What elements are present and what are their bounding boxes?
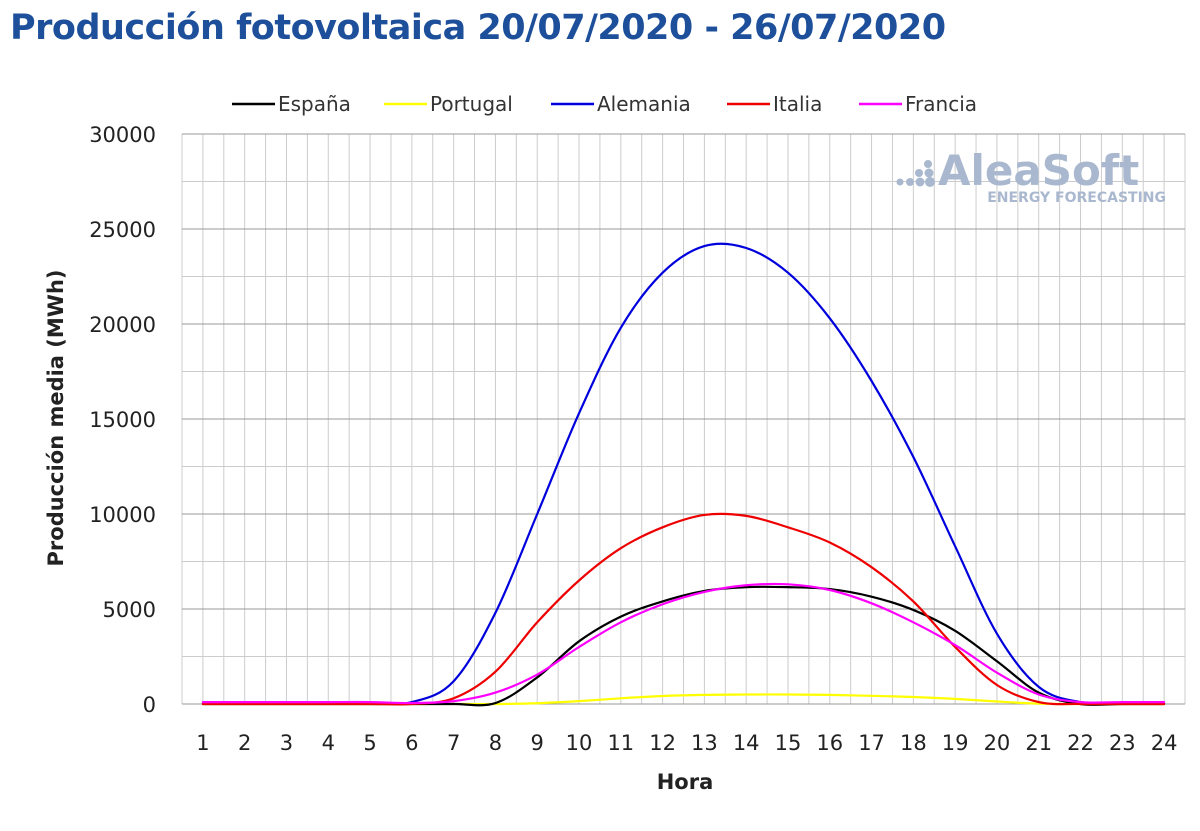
y-tick-label: 20000: [89, 313, 156, 337]
x-tick-label: 13: [691, 731, 718, 755]
y-tick-label: 15000: [89, 408, 156, 432]
x-tick-label: 16: [816, 731, 843, 755]
x-tick-label: 4: [322, 731, 335, 755]
legend-label-portugal: Portugal: [430, 92, 513, 116]
x-tick-label: 8: [489, 731, 502, 755]
watermark-brand: AleaSoft: [938, 146, 1139, 195]
series-line-francia: [201, 582, 1166, 705]
x-tick-label: 21: [1025, 731, 1052, 755]
y-tick-label: 25000: [89, 218, 156, 242]
y-axis-ticks: 0 5000 10000 15000 20000 25000 30000: [89, 123, 156, 717]
series-lines: [201, 242, 1166, 707]
aleasoft-logo-dots-icon: [896, 160, 935, 187]
x-tick-label: 11: [607, 731, 634, 755]
x-axis-title: Hora: [657, 770, 714, 794]
x-tick-label: 5: [363, 731, 376, 755]
x-tick-label: 2: [238, 731, 251, 755]
x-tick-label: 18: [900, 731, 927, 755]
x-tick-label: 12: [649, 731, 676, 755]
x-axis-ticks: 1 2 3 4 5 6 7 8 9 10 11 12 13 14 15 16 17 18 19 20 21 22 23 24: [196, 731, 1177, 755]
aleasoft-watermark: AleaSoft ENERGY FORECASTING: [896, 146, 1166, 206]
x-tick-label: 23: [1109, 731, 1136, 755]
legend-label-espana: España: [278, 92, 351, 116]
legend-label-francia: Francia: [905, 92, 977, 116]
grid-lines: [181, 133, 1186, 705]
x-tick-label: 24: [1151, 731, 1178, 755]
x-tick-label: 20: [984, 731, 1011, 755]
legend-label-italia: Italia: [773, 92, 822, 116]
x-tick-label: 19: [942, 731, 969, 755]
x-tick-label: 1: [196, 731, 209, 755]
legend: España Portugal Alemania Italia Francia: [232, 92, 977, 116]
x-tick-label: 17: [858, 731, 885, 755]
legend-label-alemania: Alemania: [597, 92, 691, 116]
x-tick-label: 22: [1067, 731, 1094, 755]
x-tick-label: 14: [733, 731, 760, 755]
chart-title: Producción fotovoltaica 20/07/2020 - 26/…: [10, 8, 946, 48]
x-tick-label: 3: [280, 731, 293, 755]
x-tick-label: 15: [775, 731, 802, 755]
watermark-tagline: ENERGY FORECASTING: [987, 190, 1166, 206]
x-tick-label: 7: [447, 731, 460, 755]
x-tick-label: 10: [566, 731, 593, 755]
series-line-italia: [201, 512, 1166, 706]
y-tick-label: 30000: [89, 123, 156, 147]
x-tick-label: 9: [531, 731, 544, 755]
y-tick-label: 0: [143, 693, 156, 717]
y-tick-label: 5000: [103, 598, 156, 622]
y-axis-title: Producción media (MWh): [44, 270, 68, 567]
y-tick-label: 10000: [89, 503, 156, 527]
x-tick-label: 6: [405, 731, 418, 755]
